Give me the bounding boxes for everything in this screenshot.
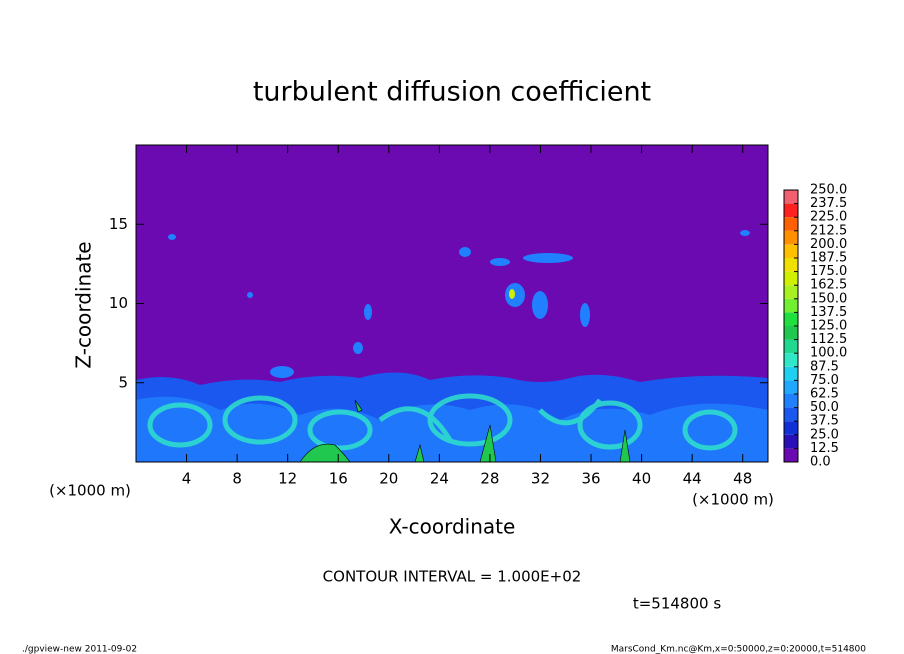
colorbar-bin	[784, 394, 798, 408]
colorbar-label: 187.5	[810, 251, 847, 266]
colorbar-bin	[784, 421, 798, 435]
x-tick-label: 20	[379, 470, 398, 488]
colorbar-label: 37.5	[810, 414, 839, 429]
colorbar-bin	[784, 298, 798, 313]
chart-title: turbulent diffusion coefficient	[253, 77, 651, 108]
y-tick-label: 10	[109, 294, 128, 312]
footer-right: MarsCond_Km.nc@Km,x=0:50000,z=0:20000,t=…	[611, 645, 866, 654]
colorbar-bin	[784, 203, 798, 218]
colorbar-label: 212.5	[810, 223, 847, 238]
colorbar-label: 250.0	[810, 183, 847, 198]
colorbar-bin	[784, 258, 798, 272]
colorbar-label: 125.0	[810, 319, 847, 334]
x-tick-label: 40	[632, 470, 651, 488]
field	[136, 145, 768, 463]
colorbar-label: 25.0	[810, 427, 839, 442]
colorbar-bin	[784, 244, 798, 258]
time-label: t=514800 s	[633, 595, 721, 613]
colorbar-label: 87.5	[810, 359, 839, 374]
colorbar-label: 100.0	[810, 346, 847, 361]
y-unit-label: (×1000 m)	[49, 482, 131, 500]
x-tick-label: 32	[531, 470, 550, 488]
colorbar-label: 112.5	[810, 332, 847, 347]
colorbar-bin	[784, 353, 798, 367]
colorbar-bin	[784, 366, 798, 381]
colorbar-bin	[784, 190, 798, 204]
colorbar-bin	[784, 380, 798, 394]
colorbar-bin	[784, 312, 798, 326]
colorbar-bin	[784, 339, 798, 354]
upper-patches	[168, 230, 750, 378]
colorbar-bin	[784, 434, 798, 449]
colorbar-label: 12.5	[810, 441, 839, 456]
colorbar-label: 150.0	[810, 291, 847, 306]
colorbar-label: 0.0	[810, 455, 831, 470]
colorbar-bin	[784, 230, 798, 245]
x-tick-label: 12	[278, 470, 297, 488]
x-tick-label: 36	[581, 470, 600, 488]
colorbar-bin	[784, 326, 798, 340]
colorbar-label: 237.5	[810, 196, 847, 211]
x-tick-label: 28	[480, 470, 499, 488]
eddies	[147, 393, 738, 451]
colorbar-bin	[784, 271, 798, 286]
colorbar-label: 200.0	[810, 237, 847, 252]
colorbar-label: 75.0	[810, 373, 839, 388]
colorbar-label: 137.5	[810, 305, 847, 320]
colorbar-bin	[784, 407, 798, 422]
x-tick-label: 48	[733, 470, 752, 488]
x-tick-label: 24	[430, 470, 449, 488]
x-axis-label: X-coordinate	[389, 515, 516, 539]
colorbar-bin	[784, 285, 798, 299]
colorbar-label: 162.5	[810, 278, 847, 293]
upper-peak	[509, 289, 515, 299]
x-tick-label: 16	[329, 470, 348, 488]
footer-left: ./gpview-new 2011-09-02	[22, 645, 137, 654]
x-tick-label: 8	[232, 470, 242, 488]
colorbar-label: 50.0	[810, 400, 839, 415]
y-tick-label: 15	[109, 215, 128, 233]
colorbar-label: 225.0	[810, 210, 847, 225]
x-tick-label: 4	[182, 470, 192, 488]
colorbar-label: 175.0	[810, 264, 847, 279]
colorbar-label: 62.5	[810, 387, 839, 402]
y-axis-label: Z-coordinate	[72, 241, 96, 368]
colorbar-bin	[784, 217, 798, 231]
contour-interval: CONTOUR INTERVAL = 1.000E+02	[323, 568, 582, 586]
x-unit-label: (×1000 m)	[692, 491, 774, 509]
y-tick-label: 5	[118, 373, 128, 391]
x-tick-label: 44	[683, 470, 702, 488]
colorbar-bin	[784, 448, 798, 462]
